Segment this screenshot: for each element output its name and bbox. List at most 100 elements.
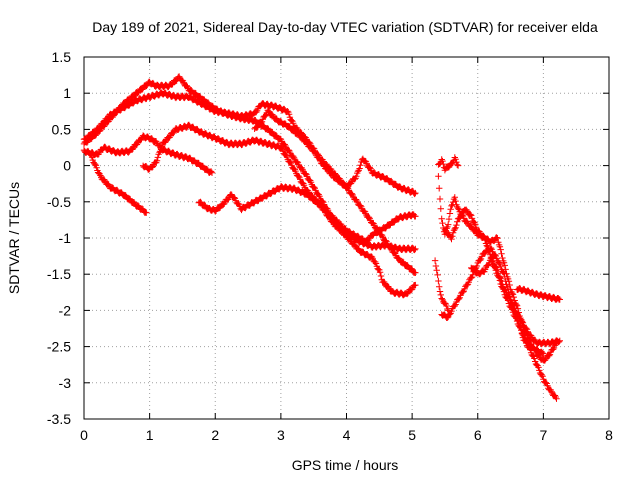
data-point [91,161,99,168]
data-point [500,268,507,276]
data-point [356,165,363,172]
data-point [412,269,419,276]
data-point [290,120,297,127]
data-point [273,132,280,139]
data-point [451,225,458,233]
data-point [412,281,419,289]
data-point [341,225,349,232]
data-point [448,202,455,210]
data-point [368,253,376,261]
series-track-3 [80,132,216,176]
data-point [277,118,285,125]
data-point [91,129,98,136]
data-point [502,278,509,285]
data-point [131,92,138,100]
y-tick-label: -0.5 [47,194,71,210]
data-point [528,351,536,359]
series-track-14 [431,257,452,314]
data-point [388,177,395,185]
data-point [333,216,340,223]
data-point [437,291,444,299]
data-point [436,195,444,203]
data-point [509,291,517,298]
data-point [88,154,96,161]
data-point [310,184,318,191]
data-point [382,237,390,244]
data-point [353,173,360,180]
data-point [539,349,546,357]
data-point [468,222,475,230]
data-point [114,186,121,194]
data-point [452,197,459,205]
data-point [454,218,461,225]
data-point [484,235,491,242]
data-point [250,200,258,207]
data-point [121,104,129,112]
data-point [188,87,195,94]
series-track-11 [468,255,547,357]
data-point [328,170,335,177]
data-point [456,214,463,222]
data-point [487,255,495,262]
x-tick-label: 7 [539,427,547,443]
data-point [192,90,200,97]
y-tick-label: -1 [59,230,72,246]
data-point [148,164,156,171]
data-point [436,288,444,295]
y-tick-label: 1.5 [52,49,72,65]
data-point [434,271,441,279]
data-point [435,277,442,285]
data-point [293,158,301,165]
data-point [491,251,499,259]
data-point [337,221,345,228]
data-point [130,100,137,107]
y-tick-label: -3.5 [47,411,71,427]
data-point [447,206,454,213]
data-point [504,297,512,304]
data-point [143,82,150,90]
data-point [412,213,419,220]
chart-title: Day 189 of 2021, Sidereal Day-to-day VTE… [92,19,598,35]
data-point [539,373,546,380]
data-point [290,126,297,133]
data-point [531,355,538,362]
data-point [156,149,163,156]
data-point [100,120,107,127]
data-point [541,357,549,364]
data-point [298,134,306,141]
data-point [550,346,557,353]
data-point [451,302,458,310]
data-point [492,267,499,274]
series-track-6 [195,183,419,245]
data-point [404,262,411,269]
data-point [157,146,165,153]
data-point [253,124,261,131]
data-point [440,160,447,168]
data-point [496,243,504,250]
x-tick-label: 6 [474,427,482,443]
x-tick-label: 5 [408,427,416,443]
data-point [433,267,440,274]
data-point [252,117,259,124]
data-point [96,170,103,178]
data-point [497,263,504,270]
data-point [408,265,415,272]
data-point [302,138,310,145]
y-tick-label: -3 [59,375,72,391]
data-point [509,309,517,316]
data-point [354,232,362,240]
data-point [348,190,356,197]
data-point [468,212,475,219]
x-axis-label: GPS time / hours [292,457,399,473]
data-point [183,82,190,89]
data-point [446,310,454,318]
data-point [101,176,108,183]
data-point [545,352,553,359]
data-point [278,144,285,152]
data-point [488,258,495,265]
series-track-13 [435,154,462,174]
data-point [131,199,138,206]
data-point [508,304,515,311]
data-point [444,314,451,321]
